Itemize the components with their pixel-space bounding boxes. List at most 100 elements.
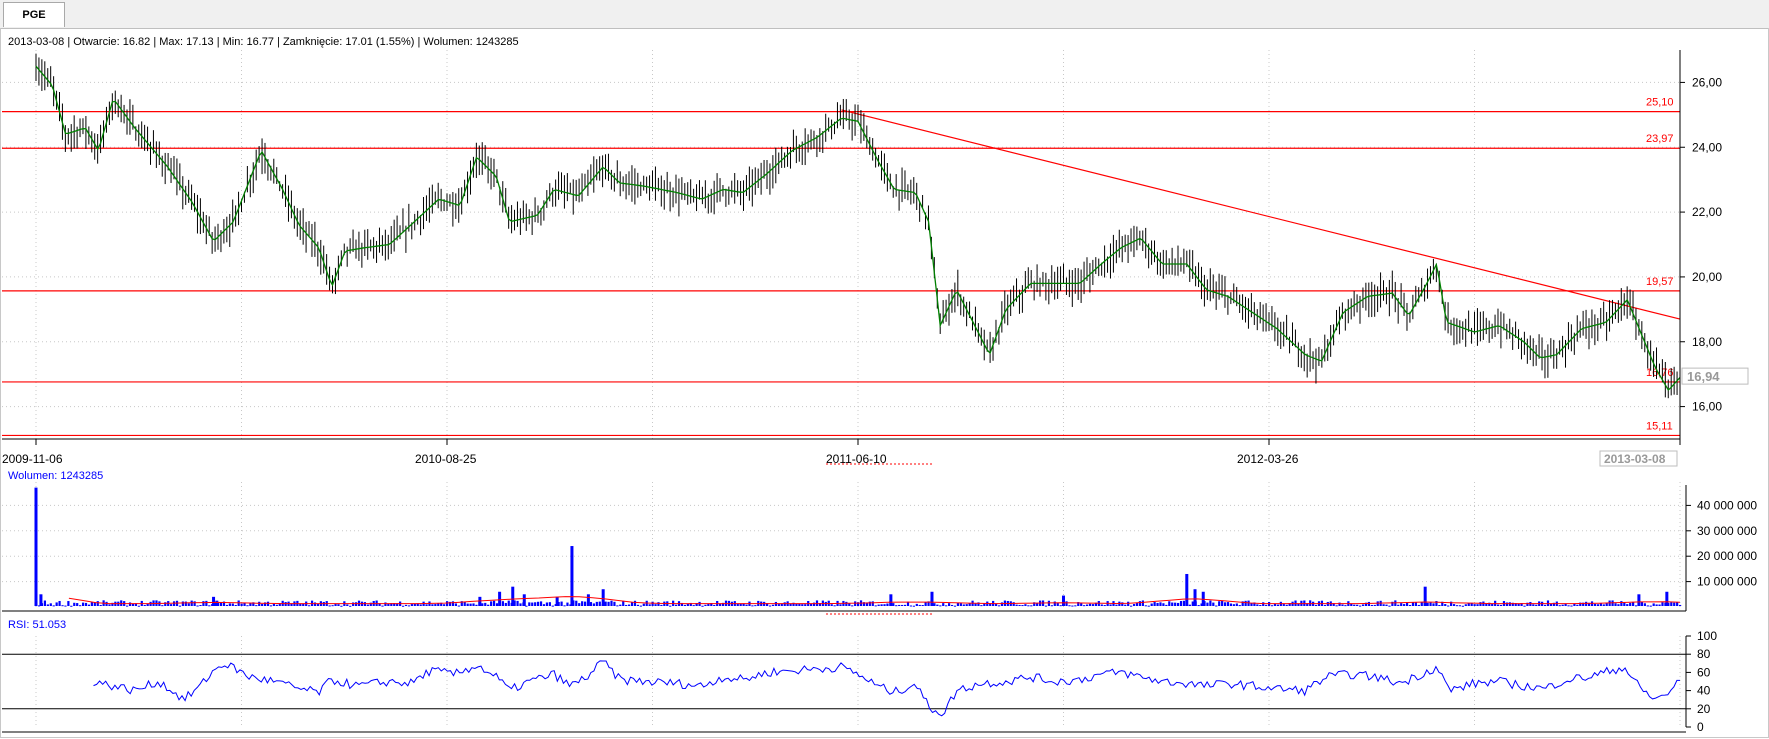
volume-bar — [1282, 604, 1285, 606]
rsi-tick-label: 100 — [1697, 629, 1717, 643]
volume-bar — [545, 602, 549, 606]
volume-bar — [953, 605, 957, 607]
volume-bar — [1229, 603, 1233, 606]
volume-bar — [308, 605, 311, 607]
price-tick-label: 16,00 — [1692, 400, 1722, 414]
volume-bar — [1250, 603, 1253, 606]
volume-bar — [1273, 603, 1277, 606]
volume-spike — [1665, 591, 1669, 606]
volume-bar — [1452, 604, 1456, 606]
volume-bar — [950, 604, 954, 606]
volume-spike — [511, 586, 515, 606]
date-tick-label: 2009-11-06 — [2, 452, 63, 466]
volume-bar — [164, 602, 167, 606]
volume-bar — [1496, 604, 1500, 606]
volume-bar — [1024, 604, 1027, 606]
tab-pge[interactable]: PGE — [3, 2, 65, 27]
rsi-panel[interactable]: 100 80 60 40 20 0 — [2, 629, 1717, 734]
volume-bar — [1614, 603, 1617, 606]
volume-bar — [495, 603, 499, 606]
volume-bar — [927, 601, 930, 606]
volume-bar — [754, 605, 757, 607]
volume-bar — [636, 604, 640, 606]
volume-bar — [1141, 600, 1144, 606]
volume-bar — [111, 602, 114, 606]
volume-bar — [751, 605, 754, 607]
volume-bar — [948, 603, 951, 606]
volume-bar — [548, 602, 551, 606]
volume-bar — [1570, 605, 1573, 607]
volume-bar — [73, 602, 76, 606]
volume-bar — [366, 604, 369, 606]
volume-bar — [1576, 604, 1579, 606]
volume-bar — [261, 603, 264, 606]
date-tick-label: 2010-08-25 — [415, 452, 477, 466]
volume-bar — [1450, 601, 1453, 606]
volume-bar — [683, 604, 686, 606]
volume-bar — [1197, 605, 1200, 607]
volume-bar — [1314, 604, 1318, 606]
volume-bar — [170, 604, 173, 606]
volume-tick-label: 10 000 000 — [1697, 575, 1757, 589]
volume-bar — [1182, 600, 1186, 606]
volume-bar — [1350, 603, 1353, 606]
volume-bar — [534, 602, 537, 606]
volume-bar — [390, 603, 393, 606]
volume-bar — [1000, 602, 1004, 606]
volume-bar — [1080, 603, 1083, 606]
volume-panel[interactable]: 40 000 000 30 000 000 20 000 000 10 000 000 — [2, 487, 1757, 607]
volume-bar — [290, 603, 293, 606]
volume-bar — [1100, 604, 1103, 606]
volume-bar — [1244, 600, 1247, 606]
volume-bar — [1027, 605, 1030, 607]
volume-bar — [642, 603, 645, 606]
volume-bar — [857, 602, 860, 606]
volume-bar — [1441, 601, 1444, 606]
volume-bar — [507, 600, 510, 606]
price-panel[interactable]: 26,00 24,00 22,00 20,00 18,00 16,00 2009-11-06… — [2, 50, 1749, 727]
volume-bar — [1385, 604, 1388, 606]
last-price-badge — [1681, 367, 1749, 385]
volume-bar — [472, 603, 475, 606]
volume-bar — [1338, 602, 1341, 606]
volume-bar — [997, 605, 1001, 607]
volume-bar — [1262, 602, 1265, 606]
volume-bar — [1373, 604, 1376, 606]
volume-bar — [1573, 603, 1576, 606]
volume-bar — [1168, 601, 1171, 606]
volume-bar — [146, 603, 149, 606]
volume-bar — [648, 604, 651, 606]
volume-bar — [798, 603, 801, 606]
volume-bar — [487, 604, 490, 606]
volume-bar — [1288, 603, 1291, 606]
volume-bar — [918, 604, 921, 606]
volume-bar — [1455, 605, 1459, 607]
volume-bar — [595, 601, 598, 606]
volume-bar — [275, 604, 278, 606]
volume-bar — [1147, 605, 1150, 607]
volume-bar — [448, 601, 452, 606]
volume-bar — [246, 605, 249, 607]
volume-bar — [1514, 603, 1517, 606]
volume-bar — [337, 604, 340, 606]
volume-bar — [1505, 602, 1508, 606]
volume-bar — [1549, 603, 1553, 606]
volume-bar — [633, 600, 637, 606]
volume-bar — [269, 605, 273, 607]
volume-bar — [1464, 604, 1467, 606]
volume-bar — [413, 603, 416, 606]
volume-bar — [989, 603, 992, 606]
volume-bar — [334, 604, 337, 606]
volume-bar — [484, 602, 487, 606]
volume-bar — [1676, 602, 1679, 606]
volume-bar — [537, 601, 540, 606]
volume-bar — [1587, 602, 1591, 606]
volume-bar — [1156, 602, 1159, 606]
volume-bar — [1479, 602, 1482, 606]
volume-spike — [601, 589, 605, 606]
volume-tick-label: 30 000 000 — [1697, 524, 1757, 538]
last-date-badge — [1599, 450, 1678, 467]
volume-bar — [610, 600, 613, 606]
volume-bar — [933, 603, 936, 606]
